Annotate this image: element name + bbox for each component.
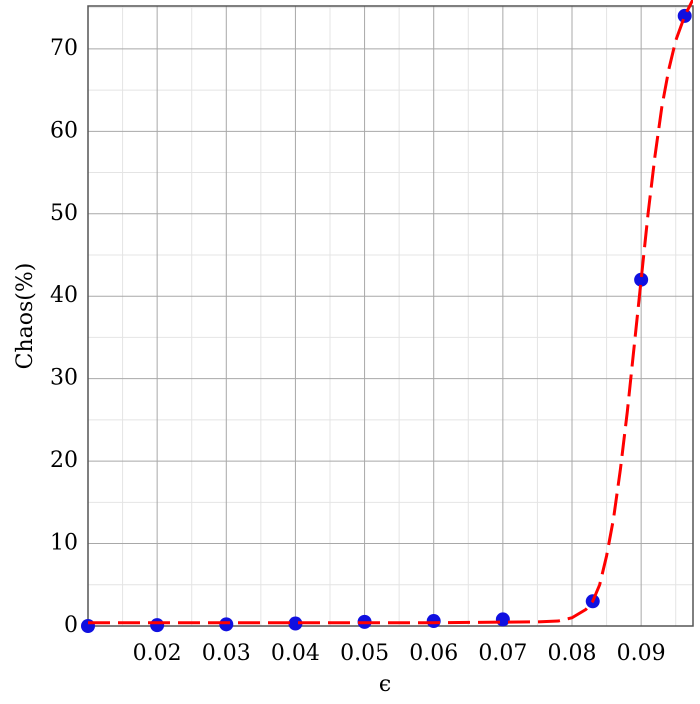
data-point — [150, 618, 165, 633]
y-tick-label: 30 — [50, 366, 78, 391]
fit-curve — [88, 0, 693, 625]
x-tick-label: 0.02 — [133, 641, 182, 666]
x-tick-label: 0.03 — [202, 641, 251, 666]
data-point — [288, 616, 303, 631]
y-tick-label: 0 — [64, 613, 78, 638]
data-point — [634, 272, 649, 287]
y-axis-label: Chaos(%) — [13, 263, 38, 370]
y-tick-label: 40 — [50, 283, 78, 308]
data-point — [81, 619, 95, 633]
y-tick-label: 60 — [50, 118, 78, 143]
x-tick-label: 0.08 — [548, 641, 597, 666]
x-tick-label: 0.05 — [340, 641, 389, 666]
x-tick-label: 0.09 — [617, 641, 666, 666]
y-tick-label: 70 — [50, 36, 78, 61]
y-tick-label: 10 — [50, 531, 78, 556]
data-point — [426, 614, 441, 629]
x-tick-label: 0.04 — [271, 641, 320, 666]
plot-frame — [87, 5, 694, 627]
y-tick-label: 20 — [50, 448, 78, 473]
x-axis-label: ϵ — [379, 672, 391, 697]
x-tick-label: 0.07 — [478, 641, 527, 666]
data-point — [495, 612, 510, 627]
data-point — [219, 617, 234, 632]
y-tick-label: 50 — [50, 201, 78, 226]
data-point — [677, 8, 692, 23]
x-tick-label: 0.06 — [409, 641, 458, 666]
